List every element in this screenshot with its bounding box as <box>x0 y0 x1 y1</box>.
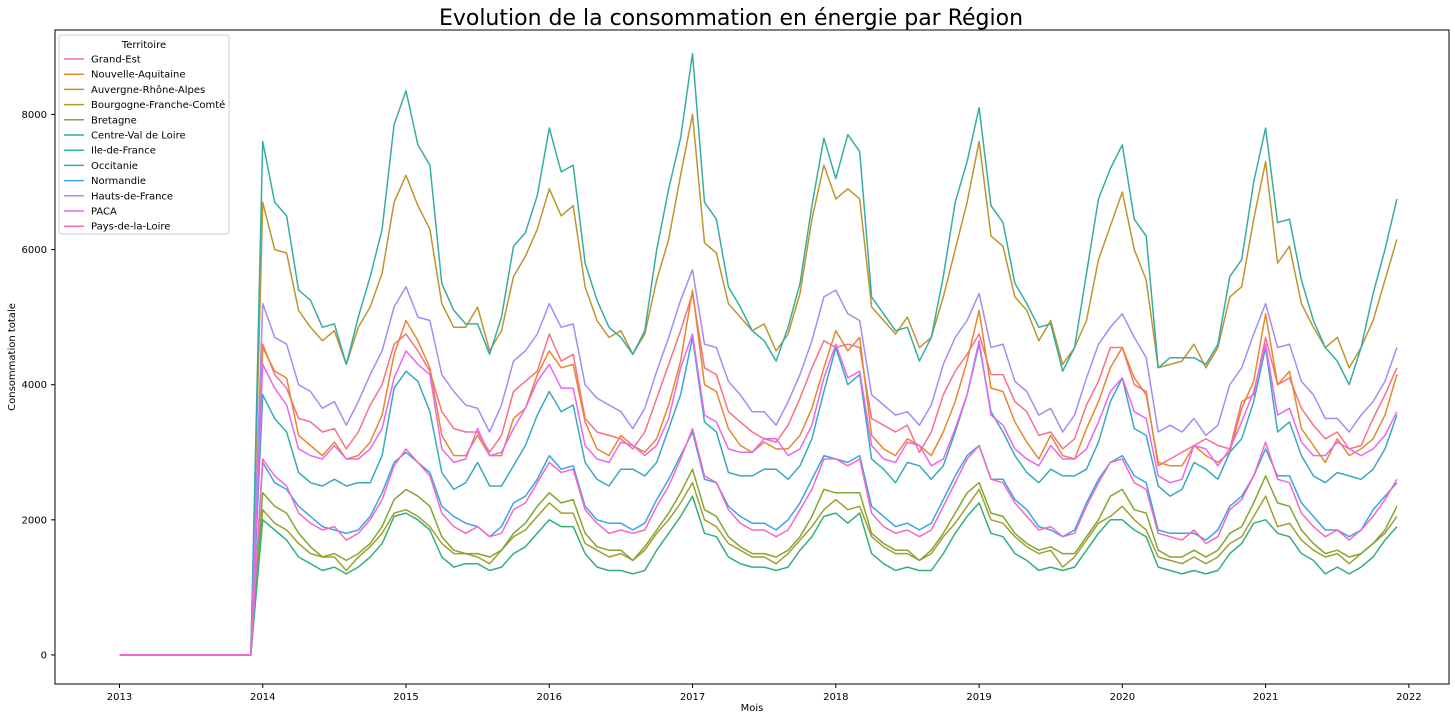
x-tick-label: 2014 <box>250 692 275 703</box>
series-line-7 <box>119 336 1398 656</box>
legend-label: Bourgogne-Franche-Comté <box>91 99 225 111</box>
legend-label: Centre-Val de Loire <box>91 131 186 142</box>
series-line-5 <box>119 495 1398 656</box>
y-axis: 0 2000 4000 6000 8000 <box>22 110 55 661</box>
y-tick-label: 8000 <box>22 110 47 121</box>
series-line-0 <box>119 292 1398 656</box>
legend-label: Bretagne <box>91 115 137 126</box>
series-line-11 <box>119 427 1398 656</box>
x-tick-label: 2018 <box>823 692 848 703</box>
legend-label: Pays-de-la-Loire <box>91 222 170 233</box>
series-line-9 <box>119 269 1398 656</box>
series-line-10 <box>119 333 1398 656</box>
legend-label: Hauts-de-France <box>91 191 173 202</box>
series-lines <box>119 52 1398 656</box>
y-axis-label: Consommation totale <box>7 303 18 411</box>
legend-label: PACA <box>91 207 117 218</box>
y-tick-label: 2000 <box>22 515 47 526</box>
y-tick-label: 4000 <box>22 380 47 391</box>
series-line-1 <box>119 289 1398 656</box>
x-tick-label: 2016 <box>537 692 562 703</box>
y-tick-label: 6000 <box>22 245 47 256</box>
y-tick-label: 0 <box>41 650 47 661</box>
legend-box <box>58 34 230 235</box>
series-line-6 <box>119 52 1398 656</box>
legend-label: Normandie <box>91 176 146 187</box>
x-tick-label: 2017 <box>680 692 705 703</box>
series-line-8 <box>119 431 1398 656</box>
x-tick-label: 2021 <box>1253 692 1278 703</box>
legend: Territoire Grand-Est Nouvelle-Aquitaine Au… <box>58 34 230 235</box>
x-tick-label: 2015 <box>393 692 418 703</box>
x-axis-label: Mois <box>741 703 764 714</box>
series-line-3 <box>119 481 1398 656</box>
x-tick-label: 2019 <box>966 692 991 703</box>
x-tick-label: 2020 <box>1110 692 1135 703</box>
chart-title: Evolution de la consommation en énergie … <box>439 6 1023 31</box>
series-line-4 <box>119 468 1398 656</box>
plot-frame <box>54 29 1450 685</box>
legend-label: Grand-Est <box>91 55 141 66</box>
legend-label: Occitanie <box>91 161 138 172</box>
legend-title: Territoire <box>121 40 166 51</box>
legend-label: Auvergne-Rhône-Alpes <box>91 84 205 96</box>
x-tick-label: 2013 <box>107 692 132 703</box>
legend-label: Nouvelle-Aquitaine <box>91 70 186 81</box>
x-tick-label: 2022 <box>1396 692 1421 703</box>
legend-label: Ile-de-France <box>91 146 156 157</box>
x-axis: 2013 2014 2015 2016 2017 2018 2019 2020 2021 2022 <box>107 684 1422 703</box>
